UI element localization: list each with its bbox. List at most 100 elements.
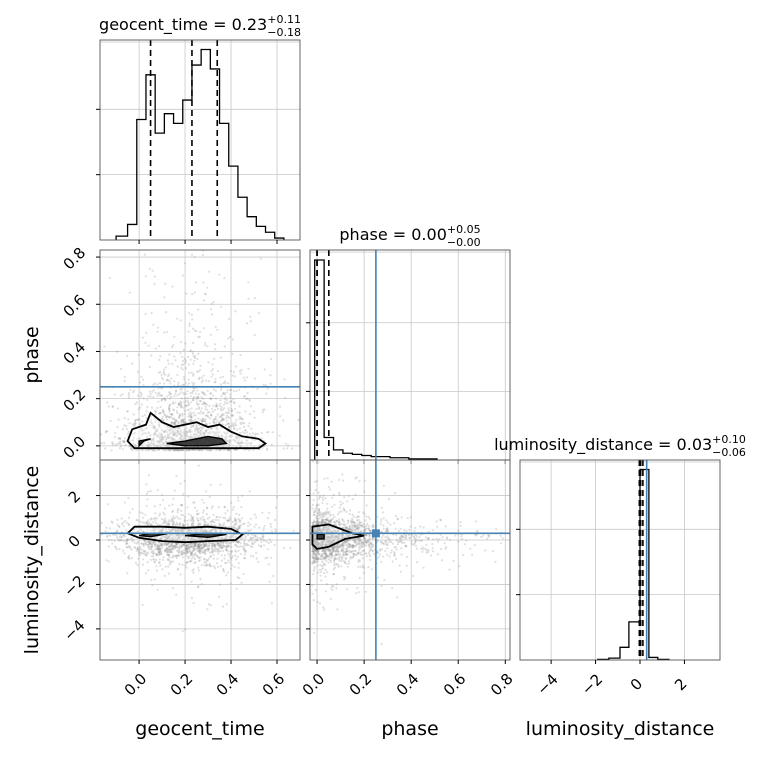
scatter_phase_vs_geocent_time-point xyxy=(202,281,204,283)
scatter_phase_vs_geocent_time-point xyxy=(231,408,233,410)
scatter_phase_vs_geocent_time-point xyxy=(159,355,161,357)
scatter_luminosity_distance_vs_phase-point xyxy=(414,543,416,545)
scatter_phase_vs_geocent_time-point xyxy=(149,390,151,392)
scatter_luminosity_distance_vs_geocent_time-point xyxy=(260,541,262,543)
scatter_phase_vs_geocent_time-point xyxy=(155,449,157,451)
scatter_phase_vs_geocent_time-point xyxy=(234,375,236,377)
hist_luminosity_distance-title-value: 0.03 xyxy=(677,435,713,454)
scatter_luminosity_distance_vs_geocent_time-point xyxy=(180,504,182,506)
scatter_luminosity_distance_vs_phase-point xyxy=(321,502,323,504)
scatter_luminosity_distance_vs_geocent_time-point xyxy=(182,564,184,566)
scatter_phase_vs_geocent_time-point xyxy=(182,360,184,362)
scatter_luminosity_distance_vs_phase-point xyxy=(377,539,379,541)
scatter_luminosity_distance_vs_geocent_time-point xyxy=(229,518,231,520)
scatter_luminosity_distance_vs_geocent_time-point xyxy=(130,538,132,540)
scatter_luminosity_distance_vs_phase-point xyxy=(384,550,386,552)
scatter_luminosity_distance_vs_geocent_time-point xyxy=(262,529,264,531)
scatter_phase_vs_geocent_time-point xyxy=(190,359,192,361)
scatter_luminosity_distance_vs_phase-point xyxy=(341,473,343,475)
scatter_phase_vs_geocent_time-point xyxy=(240,372,242,374)
scatter_luminosity_distance_vs_phase-point xyxy=(365,552,367,554)
scatter_phase_vs_geocent_time-point xyxy=(266,449,268,451)
scatter_luminosity_distance_vs_geocent_time-point xyxy=(158,547,160,549)
scatter_luminosity_distance_vs_phase-points xyxy=(311,460,504,645)
scatter_phase_vs_geocent_time-point xyxy=(180,367,182,369)
scatter_luminosity_distance_vs_geocent_time-point xyxy=(235,513,237,515)
scatter_phase_vs_geocent_time-point xyxy=(129,292,131,294)
scatter_phase_vs_geocent_time-point xyxy=(161,374,163,376)
scatter_luminosity_distance_vs_geocent_time-point xyxy=(209,552,211,554)
scatter_phase_vs_geocent_time-point xyxy=(164,414,166,416)
scatter_luminosity_distance_vs_geocent_time-panel xyxy=(96,460,300,664)
scatter_luminosity_distance_vs_phase-point xyxy=(363,526,365,528)
scatter_phase_vs_geocent_time-point xyxy=(190,349,192,351)
scatter_phase_vs_geocent_time-point xyxy=(126,355,128,357)
scatter_phase_vs_geocent_time-point xyxy=(208,411,210,413)
scatter_phase_vs_geocent_time-point xyxy=(206,409,208,411)
scatter_phase_vs_geocent_time-point xyxy=(174,393,176,395)
scatter_luminosity_distance_vs_geocent_time-point xyxy=(230,546,232,548)
scatter_phase_vs_geocent_time-point xyxy=(184,362,186,364)
scatter_luminosity_distance_vs_phase-point xyxy=(347,566,349,568)
scatter_luminosity_distance_vs_geocent_time-point xyxy=(187,523,189,525)
scatter_luminosity_distance_vs_phase-point xyxy=(380,521,382,523)
scatter_luminosity_distance_vs_geocent_time-point xyxy=(184,628,186,630)
scatter_phase_vs_geocent_time-point xyxy=(229,336,231,338)
scatter_phase_vs_geocent_time-point xyxy=(184,410,186,412)
scatter_luminosity_distance_vs_geocent_time-point xyxy=(174,517,176,519)
scatter_luminosity_distance_vs_geocent_time-point xyxy=(176,546,178,548)
scatter_luminosity_distance_vs_geocent_time-point xyxy=(200,556,202,558)
scatter_luminosity_distance_vs_phase-point xyxy=(460,521,462,523)
scatter_phase_vs_geocent_time-point xyxy=(189,392,191,394)
scatter_phase_vs_geocent_time-point xyxy=(208,380,210,382)
scatter_luminosity_distance_vs_geocent_time-point xyxy=(161,547,163,549)
scatter_luminosity_distance_vs_phase-point xyxy=(337,513,339,515)
scatter_luminosity_distance_vs_geocent_time-point xyxy=(186,545,188,547)
scatter_luminosity_distance_vs_geocent_time-point xyxy=(174,545,176,547)
scatter_luminosity_distance_vs_geocent_time-point xyxy=(196,555,198,557)
scatter_luminosity_distance_vs_geocent_time-point xyxy=(275,507,277,509)
scatter_luminosity_distance_vs_geocent_time-point xyxy=(158,515,160,517)
scatter_luminosity_distance_vs_geocent_time-point xyxy=(152,521,154,523)
scatter_phase_vs_geocent_time-point xyxy=(220,306,222,308)
scatter_phase_vs_geocent_time-point xyxy=(244,379,246,381)
scatter_luminosity_distance_vs_phase-point xyxy=(416,548,418,550)
scatter_luminosity_distance_vs_phase-point xyxy=(344,562,346,564)
scatter_luminosity_distance_vs_geocent_time-point xyxy=(119,526,121,528)
scatter_luminosity_distance_vs_geocent_time-point xyxy=(146,505,148,507)
scatter_luminosity_distance_vs_geocent_time-point xyxy=(242,523,244,525)
scatter_phase_vs_geocent_time-point xyxy=(163,296,165,298)
scatter_luminosity_distance_vs_geocent_time-point xyxy=(253,526,255,528)
scatter_phase_vs_geocent_time-point xyxy=(261,432,263,434)
scatter_luminosity_distance_vs_geocent_time-point xyxy=(122,550,124,552)
scatter_luminosity_distance_vs_geocent_time-point xyxy=(142,604,144,606)
scatter_phase_vs_geocent_time-point xyxy=(240,417,242,419)
scatter_luminosity_distance_vs_phase-point xyxy=(397,518,399,520)
scatter_luminosity_distance_vs_geocent_time-point xyxy=(193,520,195,522)
scatter_luminosity_distance_vs_phase-point xyxy=(331,481,333,483)
scatter_luminosity_distance_vs_geocent_time-point xyxy=(289,547,291,549)
scatter_luminosity_distance_vs_phase-point xyxy=(392,560,394,562)
scatter_phase_vs_geocent_time-point xyxy=(254,378,256,380)
scatter_luminosity_distance_vs_phase-point xyxy=(380,518,382,520)
scatter_phase_vs_geocent_time-point xyxy=(165,366,167,368)
scatter_phase_vs_geocent_time-point xyxy=(190,401,192,403)
scatter_luminosity_distance_vs_phase-point xyxy=(348,495,350,497)
scatter_luminosity_distance_vs_geocent_time-point xyxy=(199,578,201,580)
scatter_luminosity_distance_vs_geocent_time-point xyxy=(124,520,126,522)
scatter_phase_vs_geocent_time-point xyxy=(262,384,264,386)
scatter_luminosity_distance_vs_phase-point xyxy=(362,554,364,556)
scatter_phase_vs_geocent_time-point xyxy=(227,411,229,413)
scatter_phase_vs_geocent_time-point xyxy=(195,397,197,399)
scatter_phase_vs_geocent_time-point xyxy=(207,390,209,392)
scatter_phase_vs_geocent_time-point xyxy=(158,345,160,347)
scatter_luminosity_distance_vs_phase-point xyxy=(324,569,326,571)
scatter_phase_vs_geocent_time-point xyxy=(156,383,158,385)
scatter_luminosity_distance_vs_geocent_time-point xyxy=(241,495,243,497)
scatter_luminosity_distance_vs_geocent_time-point xyxy=(249,490,251,492)
scatter_luminosity_distance_vs_geocent_time-point xyxy=(213,514,215,516)
scatter_luminosity_distance_vs_geocent_time-point xyxy=(155,565,157,567)
scatter_luminosity_distance_vs_phase-point xyxy=(394,492,396,494)
scatter_luminosity_distance_vs_geocent_time-point xyxy=(243,538,245,540)
scatter_phase_vs_geocent_time-point xyxy=(182,275,184,277)
